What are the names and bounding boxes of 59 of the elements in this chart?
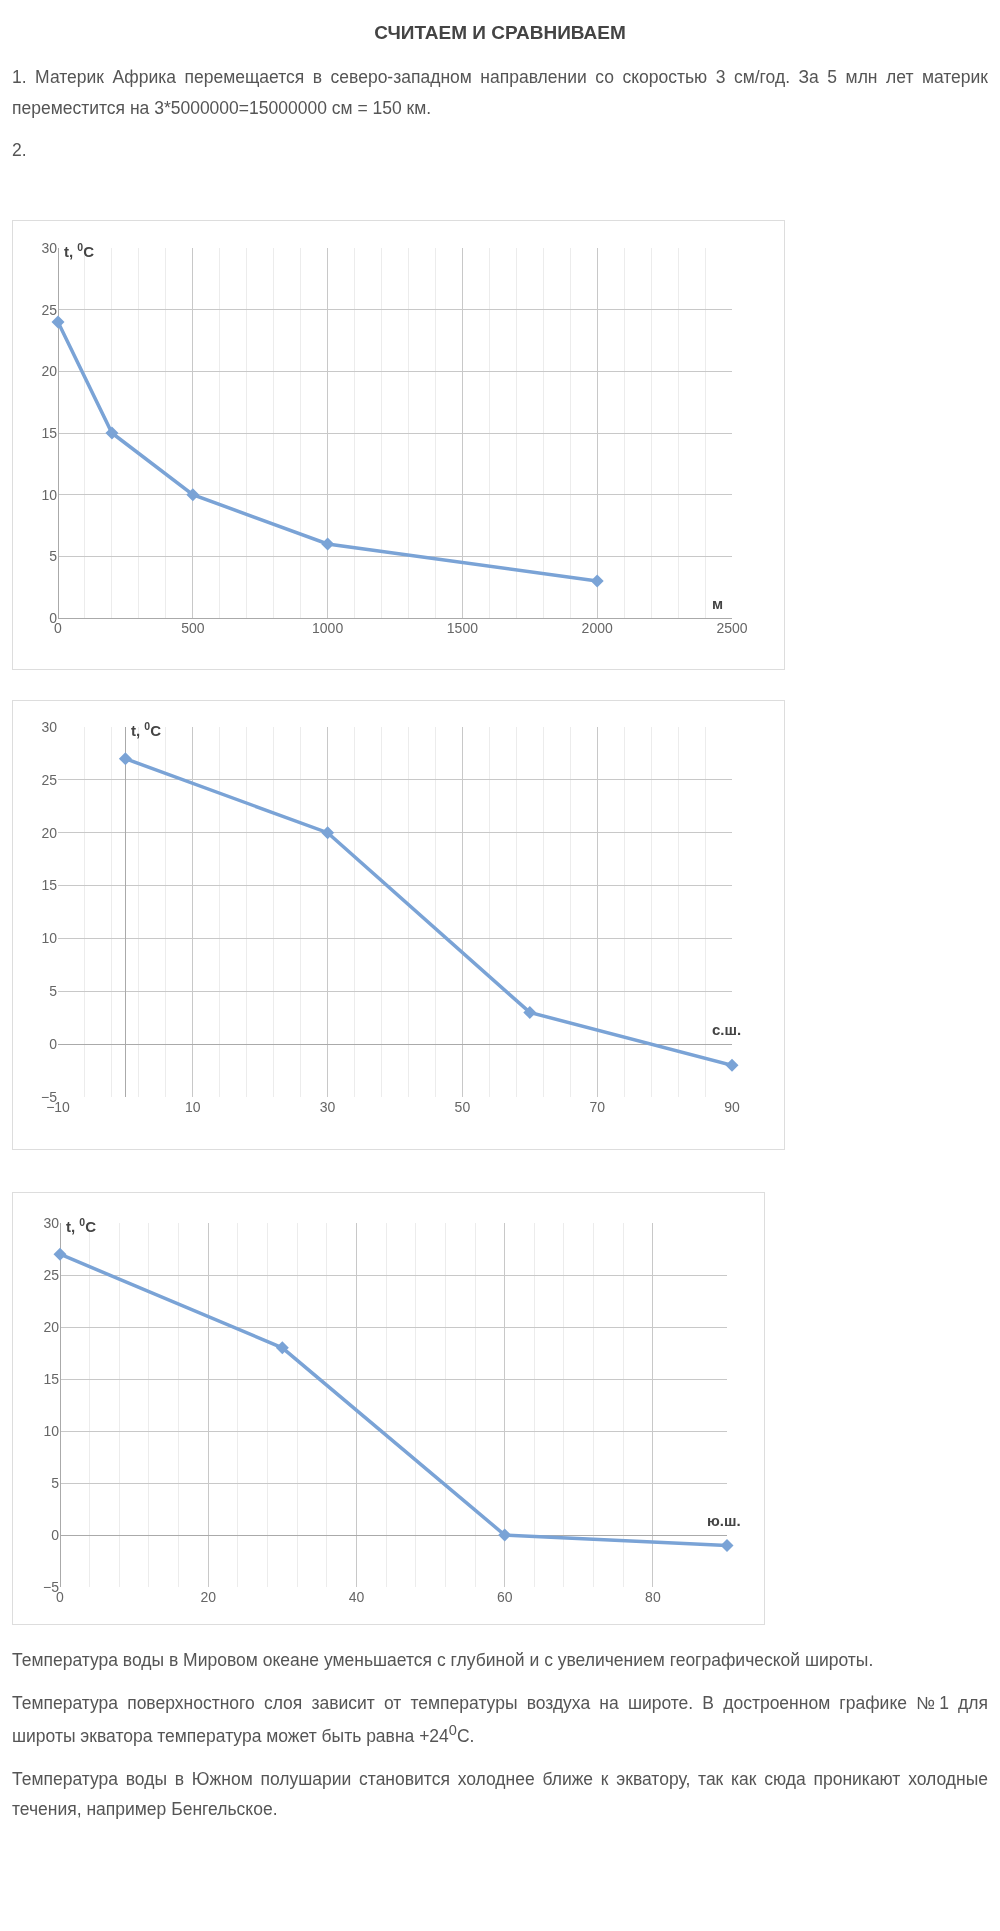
y-tick-label: 10: [41, 486, 58, 503]
x-tick-label: 40: [348, 1589, 365, 1605]
x-tick-label: 1500: [446, 620, 479, 636]
y-tick-label: 30: [43, 1214, 60, 1231]
y-tick-label: 5: [51, 1474, 60, 1491]
x-tick-label: 1000: [312, 620, 344, 636]
y-tick-label: 25: [41, 301, 58, 318]
x-tick-label: 20: [200, 1589, 217, 1605]
point: [53, 1247, 67, 1261]
text: Температура воды в Южном полушарии становится холоднее ближе к экватору, так как сюда проникают холодные течения, например Бенгельское.: [12, 1767, 988, 1822]
point: [186, 488, 200, 502]
point: [725, 1058, 739, 1072]
y-axis-title: t, $^{0}$C: [131, 720, 162, 740]
y-tick-label: 10: [43, 1422, 60, 1439]
y-tick-label: 20: [41, 824, 58, 841]
y-tick-label: 0: [49, 1036, 58, 1053]
text: Температура поверхностного слоя зависит от температуры воздуха на широте. В достроенном графике №1 для широты экватора температура может быть равна +24$^{0}$С.: [12, 1691, 988, 1749]
y-tick-label: 20: [43, 1318, 60, 1335]
y-tick-label: 25: [43, 1266, 60, 1283]
y-tick-label: 20: [41, 363, 58, 380]
text: 1. Материк Африка перемещается в северо-западном направлении со скоростью 3 см/год. За 5 млн лет материк переместится на 3*5000000=15000000 см = 150 км.: [12, 66, 988, 120]
point: [720, 1538, 734, 1552]
x-tick-label: 10: [185, 1099, 201, 1115]
point: [118, 752, 132, 766]
y-tick-label: 5: [49, 548, 58, 565]
x-tick-label: 70: [589, 1099, 606, 1115]
y-tick-label: 25: [41, 771, 58, 788]
y-tick-label: 30: [41, 239, 58, 256]
x-tick-label: 60: [496, 1589, 513, 1605]
y-tick-label: 30: [41, 718, 58, 735]
y-tick-label: 10: [41, 930, 58, 947]
y-tick-label: 15: [41, 424, 58, 441]
x-axis-title: с.ш.: [712, 1021, 742, 1038]
x-tick-label: 30: [319, 1099, 336, 1115]
point: [321, 537, 335, 551]
text: 2.: [12, 139, 28, 163]
x-tick-label: 90: [724, 1099, 740, 1115]
y-tick-label: 15: [41, 877, 58, 894]
x-axis-title: м: [712, 595, 724, 612]
chart-title: СЧИТАЕМ И СРАВНИВАЕМ: [373, 22, 627, 44]
y-tick-label: 5: [49, 983, 58, 1000]
point: [321, 826, 335, 840]
point: [590, 574, 604, 588]
point: [498, 1528, 512, 1542]
x-tick-label: 80: [645, 1589, 661, 1605]
text: Температура воды в Мировом океане уменьшается с глубиной и с увеличением географической широты.: [12, 1649, 875, 1672]
x-tick-label: 50: [454, 1099, 471, 1115]
x-tick-label: 2000: [581, 620, 613, 636]
y-axis-title: t, $^{0}$C: [64, 241, 95, 261]
point: [105, 426, 119, 440]
y-tick-label: 15: [43, 1370, 60, 1387]
x-axis-title: ю.ш.: [707, 1512, 741, 1529]
y-tick-label: 0: [51, 1526, 60, 1543]
y-axis-title: t, $^{0}$C: [66, 1216, 97, 1236]
point: [523, 1005, 537, 1019]
point: [275, 1341, 289, 1355]
point: [51, 315, 65, 329]
x-tick-label: 500: [181, 620, 205, 636]
x-tick-label: 2500: [716, 620, 748, 636]
